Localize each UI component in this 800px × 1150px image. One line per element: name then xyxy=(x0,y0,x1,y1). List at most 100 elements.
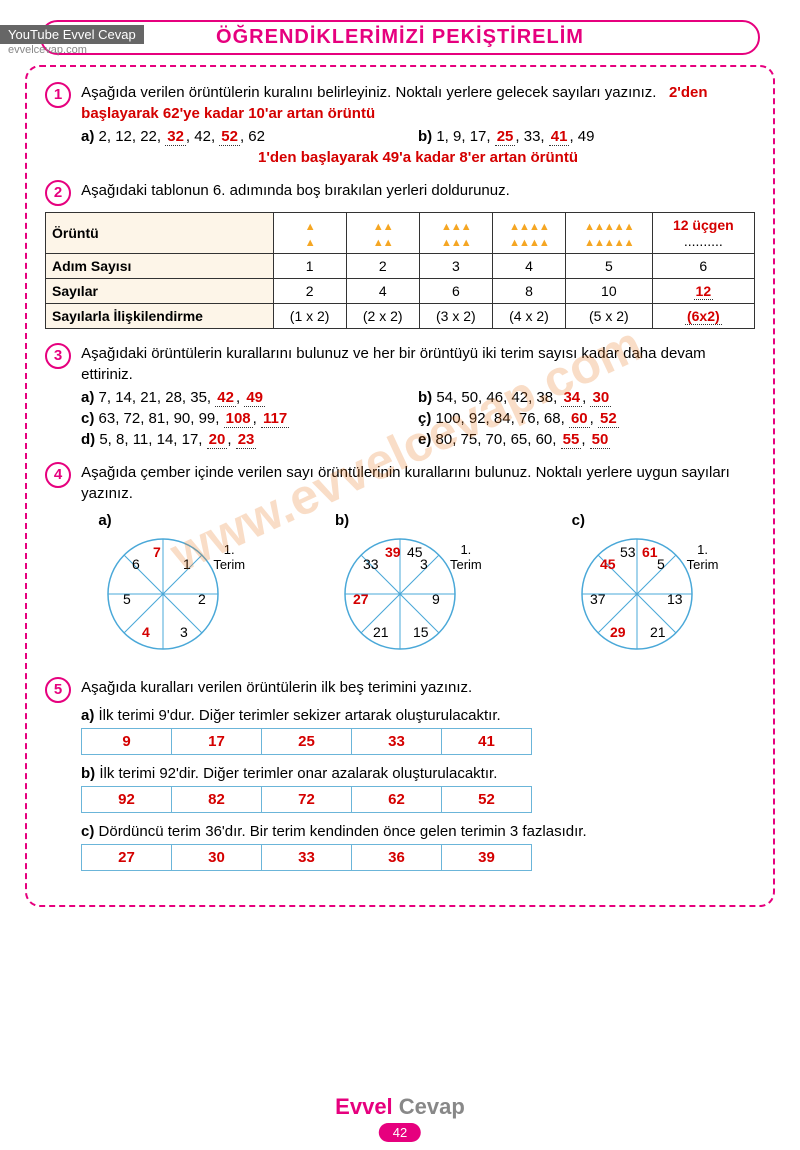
q1-b-end: , 49 xyxy=(569,128,594,145)
s: 7, 14, 21, 28, 35, xyxy=(99,389,216,406)
c: (1 x 2) xyxy=(273,304,346,329)
a: 117 xyxy=(261,410,289,428)
l: d) xyxy=(81,431,95,448)
q1-prompt: Aşağıda verilen örüntülerin kuralını bel… xyxy=(81,84,656,101)
v: 21 xyxy=(650,624,666,640)
tri3: ▲▲▲▲▲▲ xyxy=(441,221,471,249)
q1-b-ans1: 25 xyxy=(495,128,516,146)
q2-h-step: Adım Sayısı xyxy=(46,254,274,279)
q1-a-label: a) xyxy=(81,128,94,145)
l: e) xyxy=(418,431,431,448)
q1-b-label: b) xyxy=(418,128,432,145)
s: 63, 72, 81, 90, 99, xyxy=(99,410,224,427)
a: 108 xyxy=(224,410,253,428)
l: c) xyxy=(81,410,94,427)
footer-logo: Evvel Cevap xyxy=(335,1094,465,1120)
c: 5 xyxy=(566,254,653,279)
tri1: ▲▲ xyxy=(305,221,315,249)
s: 5, 8, 11, 14, 17, xyxy=(99,431,206,448)
c: 4 xyxy=(346,279,419,304)
q1-b: b) 1, 9, 17, 25, 33, 41, 49 xyxy=(418,128,755,145)
term-label: 1. Terim xyxy=(687,542,719,572)
q2-nums-ans: 12 xyxy=(694,283,714,300)
c: 52 xyxy=(442,787,532,813)
v: 33 xyxy=(363,556,379,572)
t: İlk terimi 92'dir. Diğer terimler onar a… xyxy=(99,765,497,782)
c: 62 xyxy=(352,787,442,813)
c: 27 xyxy=(82,845,172,871)
t: İlk terimi 9'dur. Diğer terimler sekizer… xyxy=(99,707,501,724)
term-label: 1. Terim xyxy=(213,542,245,572)
c: 30 xyxy=(172,845,262,871)
a: 30 xyxy=(590,389,611,407)
q1-a-end: , 62 xyxy=(240,128,265,145)
a: 39 xyxy=(385,544,401,560)
q2-text: Aşağıdaki tablonun 6. adımında boş bırak… xyxy=(81,180,751,201)
c: 33 xyxy=(262,845,352,871)
a: 60 xyxy=(569,410,590,428)
q1-num: 1 xyxy=(45,82,71,108)
v: 9 xyxy=(432,591,440,607)
q1-text: Aşağıda verilen örüntülerin kuralını bel… xyxy=(81,82,751,124)
a: 61 xyxy=(642,544,658,560)
a: 29 xyxy=(610,624,626,640)
v: 5 xyxy=(657,556,665,572)
a: 34 xyxy=(561,389,582,407)
v: 6 xyxy=(132,556,140,572)
q3-text: Aşağıdaki örüntülerin kurallarını bulunu… xyxy=(81,343,751,385)
page-number: 42 xyxy=(379,1123,421,1142)
c: 8 xyxy=(492,279,565,304)
a: 52 xyxy=(598,410,619,428)
q1-a-seq: 2, 12, 22, xyxy=(99,128,166,145)
q1-b-seq: 1, 9, 17, xyxy=(436,128,494,145)
l: a) xyxy=(81,389,94,406)
l: b) xyxy=(81,765,95,782)
a: 50 xyxy=(590,431,611,449)
question-1: 1 Aşağıda verilen örüntülerin kuralını b… xyxy=(45,82,755,166)
a: 4 xyxy=(142,624,150,640)
tri2: ▲▲▲▲ xyxy=(373,221,393,249)
question-2: 2 Aşağıdaki tablonun 6. adımında boş bır… xyxy=(45,180,755,329)
q1-a-ans2: 52 xyxy=(219,128,240,146)
watermark-top: YouTube Evvel Cevap xyxy=(0,25,144,44)
q2-h-rel: Sayılarla İlişkilendirme xyxy=(46,304,274,329)
v: 15 xyxy=(413,624,429,640)
tri4: ▲▲▲▲▲▲▲▲ xyxy=(509,221,549,249)
q2-table: Örüntü ▲▲ ▲▲▲▲ ▲▲▲▲▲▲ ▲▲▲▲▲▲▲▲ ▲▲▲▲▲▲▲▲▲… xyxy=(45,212,755,329)
v: 45 xyxy=(407,544,423,560)
c: 10 xyxy=(566,279,653,304)
page-title: ÖĞRENDİKLERİMİZİ PEKİŞTİRELİM xyxy=(216,26,584,48)
footer-b: Cevap xyxy=(399,1094,465,1119)
wb-label: b) xyxy=(335,512,349,529)
a: 7 xyxy=(153,544,161,560)
q1-b-mid: , 33, xyxy=(515,128,548,145)
a: 49 xyxy=(244,389,265,407)
q2-h-nums: Sayılar xyxy=(46,279,274,304)
a: 55 xyxy=(561,431,582,449)
q3-num: 3 xyxy=(45,343,71,369)
c: 92 xyxy=(82,787,172,813)
v: 2 xyxy=(198,591,206,607)
c: (3 x 2) xyxy=(419,304,492,329)
l: b) xyxy=(418,389,432,406)
c: 2 xyxy=(346,254,419,279)
q5-c-table: 2730333639 xyxy=(81,844,532,871)
question-4: 4 Aşağıda çember içinde verilen sayı örü… xyxy=(45,462,755,663)
c: 6 xyxy=(652,254,754,279)
c: 82 xyxy=(172,787,262,813)
c: 4 xyxy=(492,254,565,279)
c: 2 xyxy=(273,279,346,304)
c: 72 xyxy=(262,787,352,813)
wheel-c: c) 5 13 21 29 37 45 53 61 1. Terim xyxy=(572,512,702,663)
content-frame: 1 Aşağıda verilen örüntülerin kuralını b… xyxy=(25,65,775,907)
q1-hint2: 1'den başlayarak 49'a kadar 8'er artan ö… xyxy=(258,149,578,166)
c: 39 xyxy=(442,845,532,871)
wc-label: c) xyxy=(572,512,585,529)
tri5: ▲▲▲▲▲▲▲▲▲▲ xyxy=(584,221,633,249)
s: 54, 50, 46, 42, 38, xyxy=(436,389,561,406)
a: 45 xyxy=(600,556,616,572)
q5-num: 5 xyxy=(45,677,71,703)
t: Dördüncü terim 36'dır. Bir terim kendind… xyxy=(99,823,587,840)
question-5: 5 Aşağıda kuralları verilen örüntülerin … xyxy=(45,677,755,871)
a: 23 xyxy=(236,431,257,449)
